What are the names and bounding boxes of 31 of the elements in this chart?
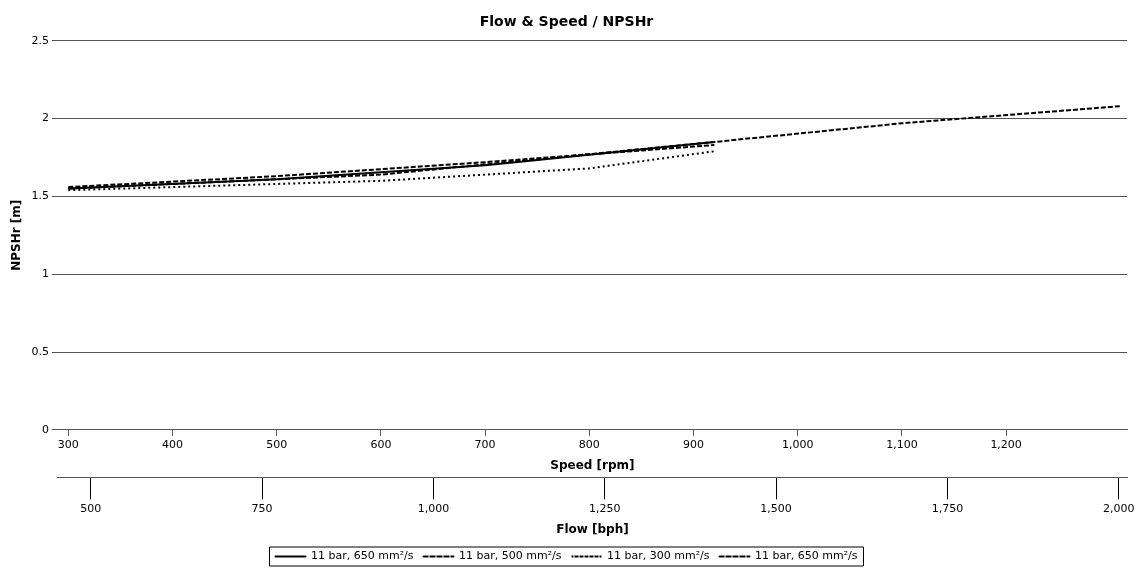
x-tick-label: 700 [474,438,496,452]
x2-tick-label: 1,500 [760,501,792,515]
x-tick-label: 1,000 [781,438,814,452]
x-axis-title: Speed [rpm] [550,458,635,473]
x-tick-label: 1,100 [886,438,918,452]
x-tick-label: 400 [162,438,184,452]
x2-tick-label: 1,000 [417,501,450,515]
x2-tick-label: 500 [80,501,102,515]
x-tick-label: 900 [683,438,705,452]
x-tick-label: 800 [578,438,600,452]
y-tick-label: 0 [41,422,49,436]
x2-tick-label: 1,250 [589,501,621,515]
x-tick-label: 600 [370,438,392,452]
y-tick-label: 1.5 [31,189,49,203]
x2-tick-label: 750 [251,501,273,515]
legend-label: 11 bar, 500 mm²/s [459,549,562,563]
x-tick-label: 300 [57,438,79,452]
legend-label: 11 bar, 650 mm²/s [755,549,858,563]
y-tick-label: 0.5 [31,344,49,358]
x-tick-label: 500 [266,438,288,452]
x2-axis-title: Flow [bph] [556,521,629,536]
chart-title: Flow & Speed / NPSHr [479,13,654,30]
legend-label: 11 bar, 300 mm²/s [607,549,710,563]
legend-label: 11 bar, 650 mm²/s [311,549,414,563]
x2-tick-label: 1,750 [931,501,964,515]
x-tick-label: 1,200 [990,438,1022,452]
y-tick-label: 2.5 [31,33,49,47]
y-tick-label: 2 [41,111,49,125]
y-axis-title: NPSHr [m] [9,199,24,271]
x2-tick-label: 2,000 [1103,501,1135,515]
y-tick-label: 1 [41,267,49,281]
